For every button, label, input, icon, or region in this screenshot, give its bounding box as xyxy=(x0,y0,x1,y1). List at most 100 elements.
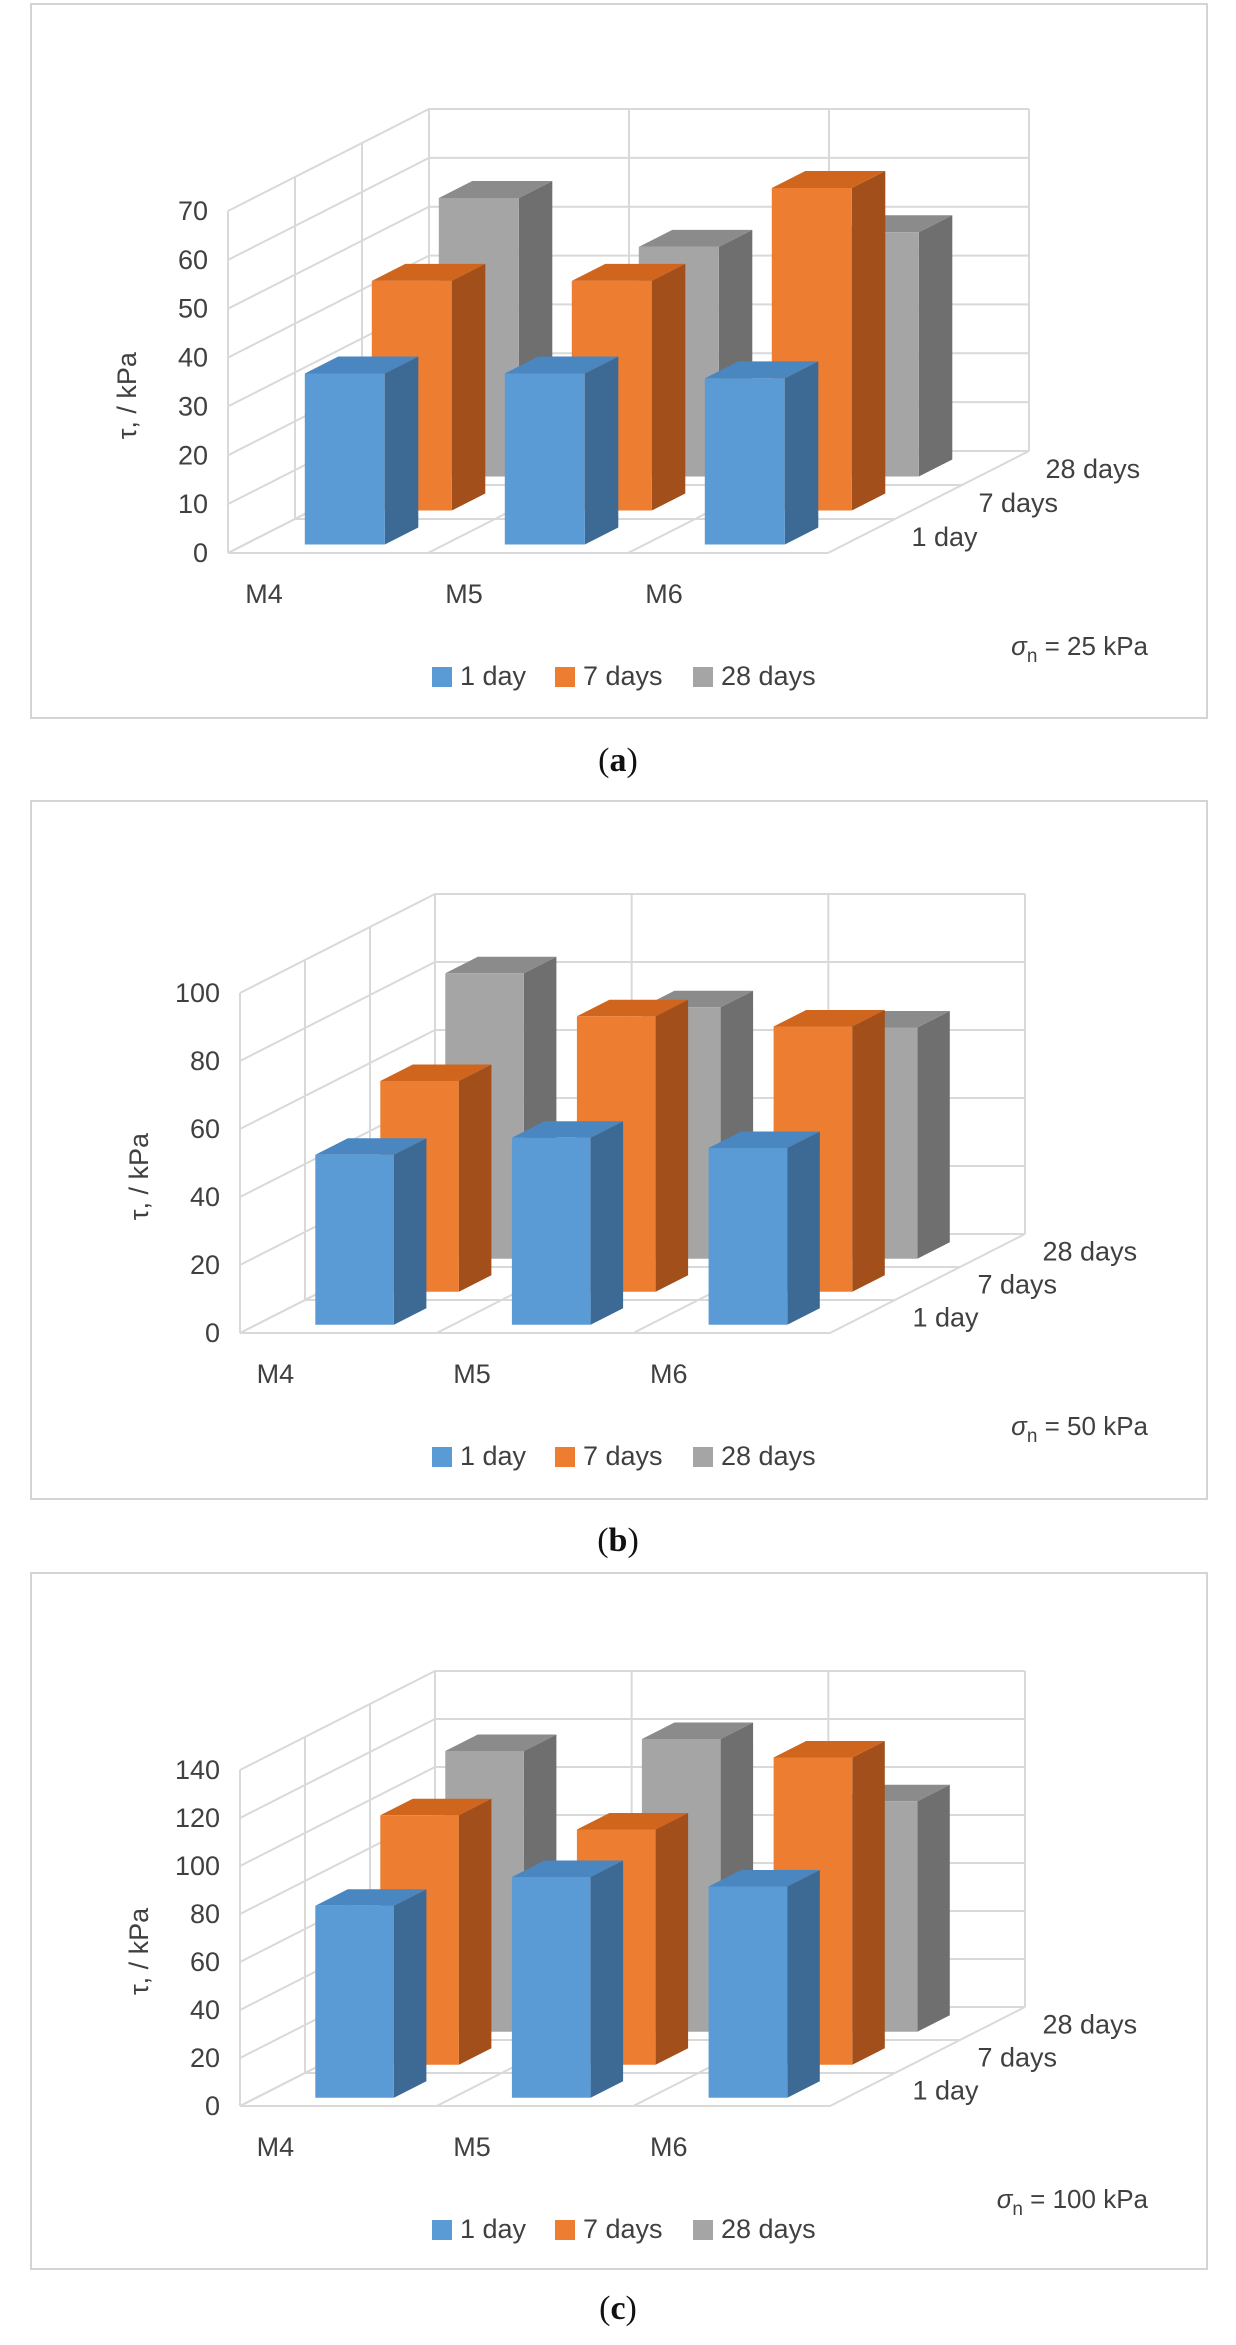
legend-label-7-days: 7 days xyxy=(583,2214,663,2244)
legend-label-1-day: 1 day xyxy=(460,1441,527,1471)
y-tick-label: 50 xyxy=(178,294,208,324)
y-tick-label: 20 xyxy=(178,440,208,470)
legend-swatch-1-day xyxy=(432,1447,452,1467)
bar-28-days-M4-top xyxy=(445,956,557,974)
depth-label-1: 7 days xyxy=(978,2043,1058,2073)
x-tick-label-M6: M6 xyxy=(650,1359,688,1389)
floor-divider-3 xyxy=(829,2006,1026,2107)
x-tick-label-M5: M5 xyxy=(453,2132,491,2162)
bar-1-day-M4 xyxy=(304,373,385,545)
sigma-value: = 50 kPa xyxy=(1037,1411,1148,1441)
bar-7-days-M5-top xyxy=(571,263,686,281)
bar-7-days-M6-side xyxy=(851,171,886,511)
depth-label-0: 1 day xyxy=(912,522,979,552)
y-tick-label: 100 xyxy=(175,1851,220,1881)
legend-swatch-7-days xyxy=(555,2220,575,2240)
legend-label-7-days: 7 days xyxy=(583,661,663,691)
legend-label-1-day: 1 day xyxy=(460,661,527,691)
y-tick-label: 40 xyxy=(190,1995,220,2025)
legend-swatch-7-days xyxy=(555,1447,575,1467)
legend-swatch-1-day xyxy=(432,2220,452,2240)
bar-1-day-M5 xyxy=(511,1877,591,2098)
bar-1-day-M5 xyxy=(504,373,585,545)
legend-swatch-28-days xyxy=(693,667,713,687)
bar-1-day-M4-side xyxy=(393,1138,427,1325)
bar-7-days-M4-top xyxy=(380,1064,492,1081)
caption-b: (b) xyxy=(597,1522,639,1559)
legend-label-7-days: 7 days xyxy=(583,1441,663,1471)
sigma-subscript: n xyxy=(1012,2199,1023,2220)
y-tick-label: 80 xyxy=(190,1046,220,1076)
caption-a-letter: a xyxy=(609,742,627,779)
sigma-value: = 25 kPa xyxy=(1037,631,1148,661)
y-tick-label: 60 xyxy=(190,1947,220,1977)
y-tick-label: 30 xyxy=(178,391,208,421)
legend-label-28-days: 28 days xyxy=(721,661,816,691)
legend-label-28-days: 28 days xyxy=(721,1441,816,1471)
bar-7-days-M6-side xyxy=(852,1010,885,1292)
bar-7-days-M5-top xyxy=(576,1813,689,1830)
sigma-symbol: σ xyxy=(1011,1411,1028,1441)
y-axis-label: τ, / kPa xyxy=(112,351,142,439)
y-tick-label: 40 xyxy=(178,343,208,373)
x-tick-label-M5: M5 xyxy=(453,1359,491,1389)
bar-28-days-M5-top xyxy=(638,229,753,247)
bar-1-day-M6-top xyxy=(704,361,819,379)
bar-7-days-M6-top xyxy=(773,1010,885,1027)
x-tick-label-M4: M4 xyxy=(245,579,283,609)
bar-1-day-M4-top xyxy=(304,356,419,374)
y-tick-label: 20 xyxy=(190,2043,220,2073)
bar-7-days-M4-top xyxy=(371,263,486,281)
x-tick-label-M6: M6 xyxy=(645,579,683,609)
legend-swatch-28-days xyxy=(693,1447,713,1467)
bar-1-day-M6-top xyxy=(708,1870,820,1887)
depth-label-2: 28 days xyxy=(1046,454,1141,484)
bar-28-days-M4-top xyxy=(438,181,553,198)
bar-7-days-M4-top xyxy=(380,1798,492,1816)
floor-divider-3 xyxy=(827,450,1030,554)
bar-1-day-M6-side xyxy=(784,361,819,545)
normal-stress-note: σn = 100 kPa xyxy=(997,2184,1149,2220)
x-tick-label-M6: M6 xyxy=(650,2132,688,2162)
bar-7-days-M4-side xyxy=(458,1798,492,2065)
bar-1-day-M5-side xyxy=(590,1121,624,1325)
bar-1-day-M5 xyxy=(511,1137,591,1325)
depth-label-1: 7 days xyxy=(979,488,1059,518)
y-tick-label: 0 xyxy=(193,538,208,568)
bar-7-days-M4-side xyxy=(451,263,486,511)
y-tick-label: 60 xyxy=(190,1114,220,1144)
bar-1-day-M4 xyxy=(315,1905,394,2098)
bar-1-day-M5-side xyxy=(584,356,619,545)
y-tick-label: 0 xyxy=(205,2091,220,2121)
bar-7-days-M5-top xyxy=(576,999,689,1017)
caption-b-letter: b xyxy=(608,1522,628,1559)
bar-7-days-M5-side xyxy=(655,999,689,1292)
caption-a: (a) xyxy=(598,742,638,779)
x-tick-label-M4: M4 xyxy=(257,2132,295,2162)
legend-label-28-days: 28 days xyxy=(721,2214,816,2244)
normal-stress-note: σn = 50 kPa xyxy=(1011,1411,1148,1447)
bar-1-day-M5-top xyxy=(511,1860,624,1877)
legend-swatch-1-day xyxy=(432,667,452,687)
bar-7-days-M6-top xyxy=(773,1741,885,1758)
bar-1-day-M5-top xyxy=(511,1121,624,1138)
y-tick-label: 60 xyxy=(178,245,208,275)
depth-label-2: 28 days xyxy=(1043,2010,1138,2040)
bar-1-day-M5-side xyxy=(590,1860,624,2098)
y-tick-label: 70 xyxy=(178,196,208,226)
sigma-value: = 100 kPa xyxy=(1023,2184,1149,2214)
depth-label-0: 1 day xyxy=(913,2076,980,2106)
bar-1-day-M6 xyxy=(704,378,785,545)
y-tick-label: 100 xyxy=(175,978,220,1008)
caption-c-letter: c xyxy=(610,2290,626,2327)
bar-1-day-M6 xyxy=(708,1886,788,2098)
bar-28-days-M5-top xyxy=(641,1722,754,1739)
x-tick-label-M5: M5 xyxy=(445,579,483,609)
y-tick-label: 10 xyxy=(178,489,208,519)
bar-28-days-M6-side xyxy=(917,1784,950,2032)
y-tick-label: 80 xyxy=(190,1899,220,1929)
bar-1-day-M5-top xyxy=(504,356,619,374)
